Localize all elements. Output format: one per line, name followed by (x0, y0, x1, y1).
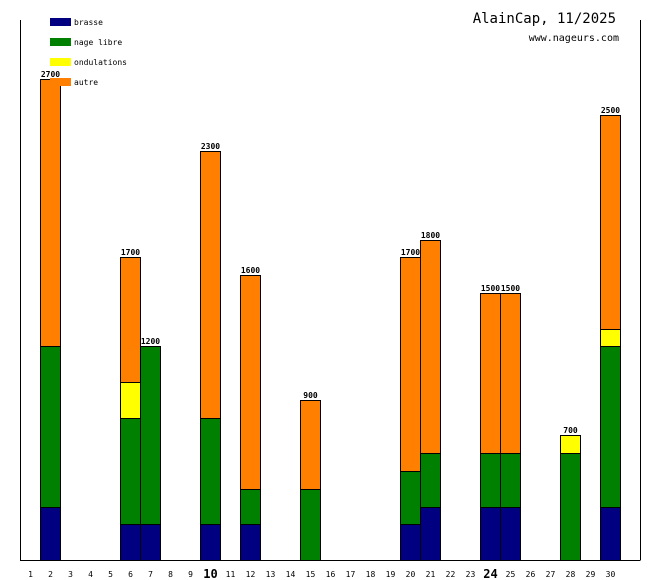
legend-label-brasse: brasse (74, 18, 103, 27)
bar-segment-autre-day-24 (480, 293, 501, 454)
legend-label-nage-libre: nage libre (74, 38, 122, 47)
bar-segment-autre-day-20 (400, 257, 421, 472)
bar-segment-autre-day-12 (240, 275, 261, 490)
bar-segment-brasse-day-10 (200, 524, 221, 561)
total-label-day-6: 1700 (121, 248, 140, 257)
bar-segment-ondulations-day-6 (120, 382, 141, 419)
x-tick-labels: 1 2 3 4 5 6 7 8 9 10 11 12 13 14 15 16 17 18 19 20 21 22 23 24 2… (28, 567, 615, 580)
total-label-day-25: 1500 (501, 284, 520, 293)
x-tick-label-22: 22 (446, 570, 456, 579)
bar-segment-nage-libre-day-25 (500, 453, 521, 508)
x-tick-label-27: 27 (546, 570, 556, 579)
x-tick-label-15: 15 (306, 570, 316, 579)
x-tick-label-5: 5 (108, 570, 113, 579)
x-tick-label-29: 29 (586, 570, 596, 579)
bar-segment-brasse-day-25 (500, 507, 521, 561)
legend-swatch-ondulations (50, 58, 71, 66)
total-label-day-12: 1600 (241, 266, 260, 275)
bar-segment-autre-day-10 (200, 151, 221, 419)
total-label-day-2: 2700 (41, 70, 60, 79)
x-tick-label-25: 25 (506, 570, 516, 579)
x-tick-label-21: 21 (426, 570, 436, 579)
bar-segment-brasse-day-6 (120, 524, 141, 561)
bar-segment-nage-libre-day-10 (200, 418, 221, 525)
bar-segment-brasse-day-20 (400, 524, 421, 561)
bar-segment-nage-libre-day-2 (40, 346, 61, 508)
bar-segment-ondulations-day-28 (560, 435, 581, 454)
chart-subtitle: www.nageurs.com (529, 33, 619, 44)
bar-segment-nage-libre-day-30 (600, 346, 621, 508)
legend-label-autre: autre (74, 78, 98, 87)
total-label-day-7: 1200 (141, 337, 160, 346)
bar-segment-ondulations-day-30 (600, 329, 621, 347)
bar-segment-autre-day-6 (120, 257, 141, 383)
x-tick-label-1: 1 (28, 570, 33, 579)
bar-segment-nage-libre-day-7 (140, 346, 161, 525)
total-label-day-24: 1500 (481, 284, 500, 293)
total-label-day-28: 700 (563, 426, 578, 435)
bar-segment-autre-day-30 (600, 115, 621, 330)
x-tick-label-13: 13 (266, 570, 276, 579)
bar-segment-brasse-day-2 (40, 507, 61, 561)
bar-segment-nage-libre-day-21 (420, 453, 441, 508)
legend-swatch-brasse (50, 18, 71, 26)
x-tick-label-17: 17 (346, 570, 356, 579)
x-tick-label-20: 20 (406, 570, 416, 579)
bar-segment-brasse-day-30 (600, 507, 621, 561)
x-tick-label-2: 2 (48, 570, 53, 579)
bar-segment-autre-day-21 (420, 240, 441, 454)
bar-segment-autre-day-25 (500, 293, 521, 454)
total-label-day-30: 2500 (601, 106, 620, 115)
bar-segment-autre-day-15 (300, 400, 321, 490)
x-tick-label-6: 6 (128, 570, 133, 579)
bar-segment-nage-libre-day-28 (560, 453, 581, 561)
x-tick-label-24: 24 (483, 567, 497, 580)
x-tick-label-26: 26 (526, 570, 536, 579)
total-label-day-21: 1800 (421, 231, 440, 240)
legend: brasse nage libre ondulations autre (50, 18, 127, 87)
bar-segment-nage-libre-day-20 (400, 471, 421, 525)
bars (40, 79, 621, 561)
total-label-day-15: 900 (303, 391, 318, 400)
total-label-day-20: 1700 (401, 248, 420, 257)
bar-segment-brasse-day-24 (480, 507, 501, 561)
legend-label-ondulations: ondulations (74, 58, 127, 67)
bar-segment-nage-libre-day-24 (480, 453, 501, 508)
legend-swatch-autre (50, 78, 71, 86)
chart-title: AlainCap, 11/2025 (473, 11, 616, 27)
x-tick-label-7: 7 (148, 570, 153, 579)
x-tick-label-19: 19 (386, 570, 396, 579)
legend-swatch-nage-libre (50, 38, 71, 46)
x-tick-label-9: 9 (188, 570, 193, 579)
bar-segment-brasse-day-21 (420, 507, 441, 561)
x-tick-label-10: 10 (203, 567, 217, 580)
x-tick-label-8: 8 (168, 570, 173, 579)
x-tick-label-23: 23 (466, 570, 476, 579)
x-tick-label-11: 11 (226, 570, 236, 579)
axes (20, 20, 641, 561)
bar-segment-brasse-day-7 (140, 524, 161, 561)
x-tick-label-14: 14 (286, 570, 296, 579)
x-tick-label-30: 30 (606, 570, 616, 579)
bar-segment-nage-libre-day-15 (300, 489, 321, 561)
bar-segment-nage-libre-day-6 (120, 418, 141, 525)
total-label-day-10: 2300 (201, 142, 220, 151)
x-tick-label-28: 28 (566, 570, 576, 579)
bar-segment-autre-day-2 (40, 79, 61, 347)
x-tick-label-12: 12 (246, 570, 256, 579)
bar-segment-brasse-day-12 (240, 524, 261, 561)
x-tick-label-3: 3 (68, 570, 73, 579)
bar-segment-nage-libre-day-12 (240, 489, 261, 525)
x-tick-label-18: 18 (366, 570, 376, 579)
x-tick-label-4: 4 (88, 570, 93, 579)
x-tick-label-16: 16 (326, 570, 336, 579)
